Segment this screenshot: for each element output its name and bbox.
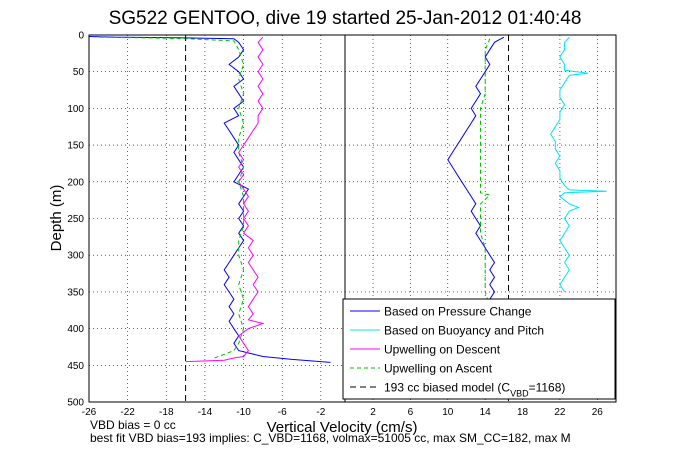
series-line-2-descent <box>185 36 265 363</box>
vbd-bias-note: VBD bias = 0 cc <box>90 418 176 432</box>
y-tick-400: 400 <box>67 324 84 335</box>
series-line-3-descent <box>98 36 245 359</box>
legend-label-1: Based on Buoyancy and Pitch <box>384 324 544 338</box>
y-tick-150: 150 <box>67 141 84 152</box>
x-tick-ascent-18: 18 <box>517 407 529 418</box>
legend-label-0: Based on Pressure Change <box>384 305 532 319</box>
x-tick-descent--6: -6 <box>278 407 287 418</box>
x-axis-label: Vertical Velocity (cm/s) <box>267 419 418 436</box>
legend-label-2: Upwelling on Descent <box>384 343 501 357</box>
legend-label-subscript: VBD <box>510 389 529 399</box>
legend-label-3: Upwelling on Ascent <box>384 362 493 376</box>
x-tick-descent--14: -14 <box>198 407 213 418</box>
x-tick-descent--10: -10 <box>236 407 251 418</box>
chart-title: SG522 GENTOO, dive 19 started 25-Jan-201… <box>109 8 582 29</box>
x-tick-ascent-26: 26 <box>592 407 604 418</box>
y-axis-ticks: 0 50 100 150 200 250 300 350 400 450 500 <box>67 31 84 409</box>
x-tick-descent--26: -26 <box>82 407 97 418</box>
y-tick-300: 300 <box>67 251 84 262</box>
x-tick-ascent-6: 6 <box>408 407 414 418</box>
legend: Based on Pressure Change Based on Buoyanc… <box>342 298 616 400</box>
y-axis-label: Depth (m) <box>48 185 65 252</box>
x-axis-ticks: -26 -22 -18 -14 -10 -6 -2 2 6 10 14 18 22 26 <box>82 407 604 418</box>
x-tick-descent--18: -18 <box>159 407 174 418</box>
legend-label-end: =1168) <box>529 381 566 395</box>
y-tick-0: 0 <box>78 31 84 42</box>
y-tick-200: 200 <box>67 177 84 188</box>
x-tick-ascent-14: 14 <box>480 407 492 418</box>
y-tick-450: 450 <box>67 361 84 372</box>
x-tick-ascent-22: 22 <box>554 407 566 418</box>
y-tick-500: 500 <box>67 398 84 409</box>
x-tick-descent--2: -2 <box>316 407 325 418</box>
legend-box <box>342 298 616 400</box>
y-tick-250: 250 <box>67 214 84 225</box>
series-line-1-ascent <box>550 36 607 293</box>
x-tick-ascent-2: 2 <box>370 407 376 418</box>
plot-frame-right <box>344 34 617 403</box>
best-fit-note: best fit VBD bias=193 implies: C_VBD=116… <box>90 431 571 445</box>
y-tick-350: 350 <box>67 287 84 298</box>
x-tick-descent--22: -22 <box>120 407 135 418</box>
y-tick-50: 50 <box>73 67 85 78</box>
y-tick-100: 100 <box>67 104 84 115</box>
series-line-0-descent <box>88 36 331 363</box>
x-tick-ascent-10: 10 <box>442 407 454 418</box>
